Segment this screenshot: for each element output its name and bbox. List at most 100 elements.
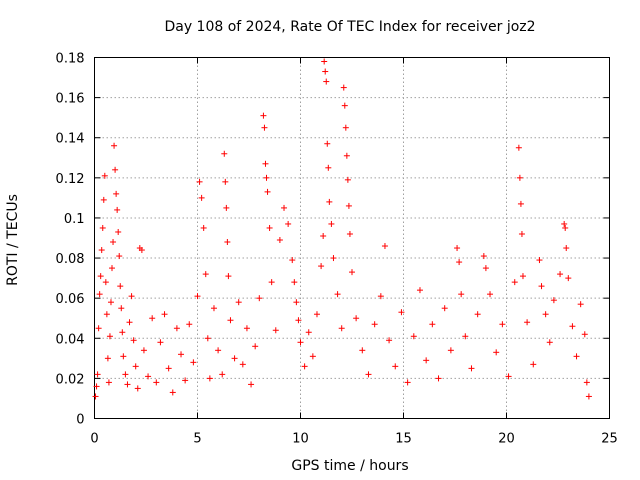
data-point: [105, 379, 112, 386]
data-point: [573, 353, 580, 360]
data-point: [318, 263, 325, 270]
data-point: [210, 305, 217, 312]
data-point: [410, 333, 417, 340]
tick-labels: 0 0.02 0.04 0.06 0.08 0.1 0.12 0.14 0.16 0.18 0 5 10…: [56, 52, 618, 447]
data-point: [149, 315, 156, 322]
data-point: [563, 245, 570, 252]
data-point: [313, 311, 320, 318]
data-point: [194, 293, 201, 300]
data-point: [585, 393, 592, 400]
data-point: [309, 353, 316, 360]
data-point: [565, 275, 572, 282]
data-point: [343, 152, 350, 159]
data-point: [261, 124, 268, 131]
data-point: [124, 381, 131, 388]
data-point: [134, 385, 141, 392]
data-point: [289, 257, 296, 264]
data-point: [169, 389, 176, 396]
data-point: [266, 224, 273, 231]
data-point: [126, 319, 133, 326]
data-point: [462, 333, 469, 340]
data-point: [243, 325, 250, 332]
data-point: [239, 361, 246, 368]
data-point: [353, 315, 360, 322]
data-point: [349, 269, 355, 276]
data-point: [392, 363, 399, 370]
data-point: [95, 325, 102, 332]
y-axis-label: ROTI / TECUs: [5, 194, 21, 286]
data-point: [198, 194, 205, 201]
data-point: [92, 393, 99, 400]
data-point: [219, 371, 226, 378]
data-point: [215, 347, 222, 354]
data-point: [281, 204, 288, 211]
data-point: [106, 333, 113, 340]
data-point: [518, 230, 525, 237]
data-point: [577, 301, 584, 308]
data-point: [519, 273, 526, 280]
data-point: [235, 299, 242, 306]
data-point: [200, 224, 207, 231]
data-point: [482, 265, 489, 272]
data-point: [103, 311, 110, 318]
data-point: [118, 305, 125, 312]
data-point: [505, 373, 512, 380]
data-point: [97, 273, 104, 280]
data-point: [323, 78, 330, 85]
data-point: [264, 188, 271, 195]
data-point: [295, 317, 302, 324]
data-point: [153, 379, 160, 386]
data-point: [515, 144, 522, 151]
data-point: [334, 291, 341, 298]
data-point: [524, 319, 531, 326]
data-point: [340, 84, 347, 91]
data-point: [96, 291, 103, 298]
data-point: [130, 337, 137, 344]
data-point: [324, 140, 331, 147]
data-point: [276, 237, 283, 244]
x-tick-label: 15: [395, 432, 412, 447]
data-point: [517, 200, 524, 207]
data-point: [474, 311, 481, 318]
data-point: [102, 279, 109, 286]
data-point: [511, 279, 518, 286]
data-point: [359, 347, 366, 354]
data-point: [231, 355, 238, 362]
data-point: [321, 58, 328, 65]
axis-ticks: [94, 57, 610, 419]
data-point: [569, 323, 576, 330]
data-point: [404, 379, 411, 386]
data-point: [145, 373, 152, 380]
data-point: [550, 297, 557, 304]
data-point: [109, 265, 116, 272]
data-point: [113, 190, 120, 197]
data-point: [161, 311, 168, 318]
data-point: [546, 339, 553, 346]
data-point: [581, 331, 588, 338]
data-point: [256, 295, 263, 302]
x-tick-label: 0: [90, 432, 98, 447]
data-point: [416, 287, 423, 294]
data-point: [330, 255, 337, 262]
data-points: [92, 58, 592, 400]
y-tick-label: 0.04: [56, 332, 85, 347]
data-point: [248, 381, 255, 388]
data-point: [341, 102, 348, 109]
data-point: [173, 325, 180, 332]
data-point: [381, 243, 388, 250]
data-point: [262, 160, 269, 167]
data-point: [328, 220, 335, 227]
x-axis-label: GPS time / hours: [291, 458, 408, 474]
data-point: [196, 178, 203, 185]
data-point: [165, 365, 172, 372]
data-point: [110, 239, 117, 246]
y-tick-label: 0.14: [56, 132, 85, 147]
y-tick-label: 0.08: [56, 252, 85, 267]
data-point: [132, 363, 139, 370]
data-point: [98, 247, 105, 254]
data-point: [320, 232, 327, 239]
data-point: [454, 245, 461, 252]
y-tick-label: 0.12: [56, 172, 85, 187]
data-point: [305, 329, 312, 336]
